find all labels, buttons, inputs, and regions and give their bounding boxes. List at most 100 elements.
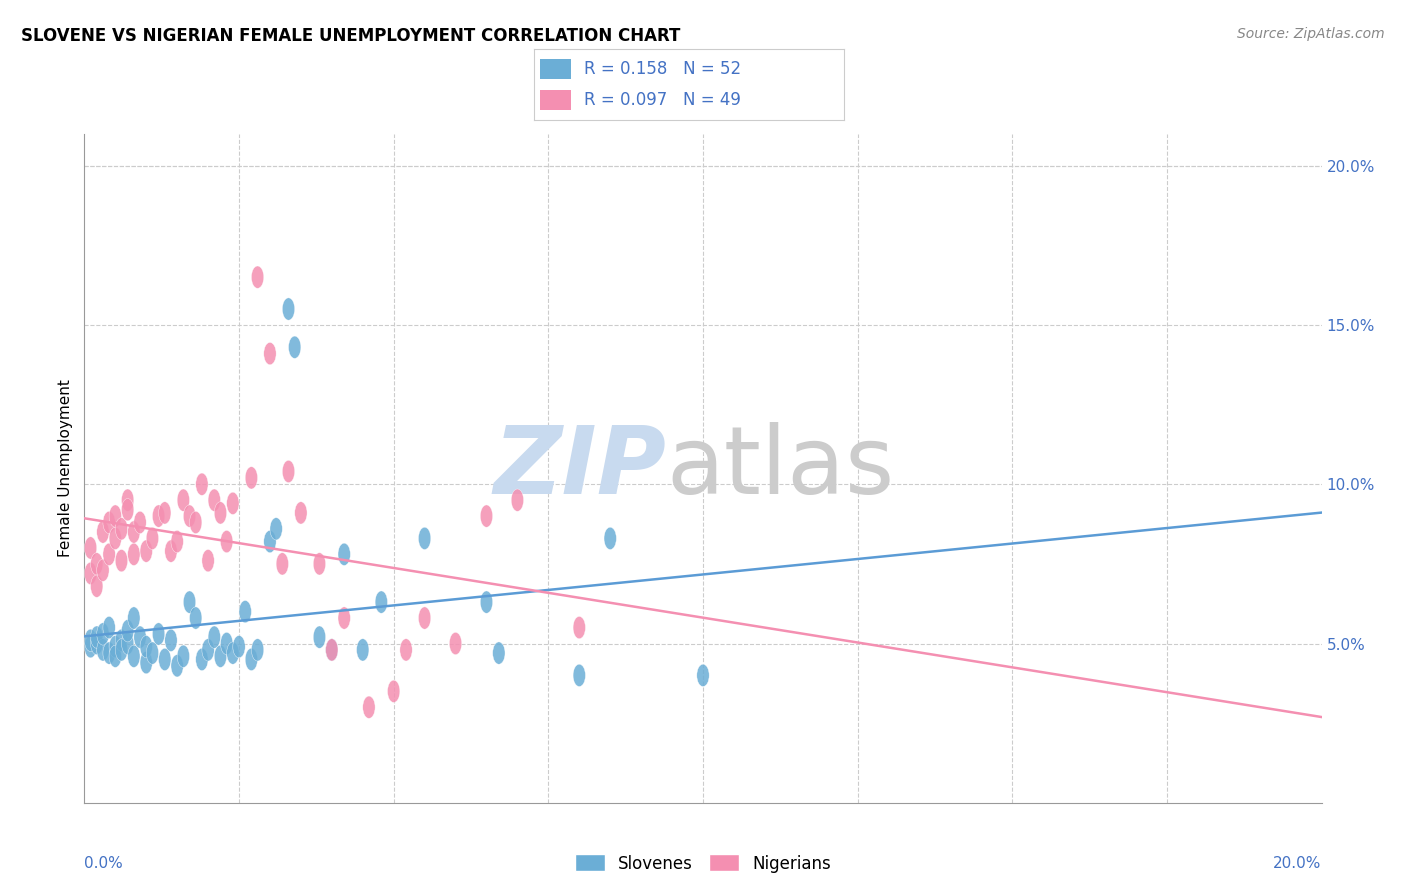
- Ellipse shape: [221, 531, 233, 553]
- Ellipse shape: [121, 632, 134, 655]
- Ellipse shape: [159, 501, 172, 524]
- Ellipse shape: [492, 642, 505, 665]
- FancyBboxPatch shape: [540, 59, 571, 79]
- Ellipse shape: [183, 505, 195, 527]
- Ellipse shape: [226, 642, 239, 665]
- Ellipse shape: [110, 635, 121, 658]
- Ellipse shape: [190, 511, 202, 533]
- Ellipse shape: [97, 639, 110, 661]
- Ellipse shape: [84, 562, 97, 584]
- Ellipse shape: [141, 635, 152, 658]
- Ellipse shape: [208, 626, 221, 648]
- Ellipse shape: [195, 473, 208, 495]
- Text: ZIP: ZIP: [494, 422, 666, 515]
- Ellipse shape: [195, 648, 208, 671]
- Ellipse shape: [295, 501, 307, 524]
- Ellipse shape: [103, 511, 115, 533]
- Ellipse shape: [419, 607, 430, 629]
- Ellipse shape: [90, 553, 103, 575]
- Ellipse shape: [84, 635, 97, 658]
- Ellipse shape: [103, 616, 115, 639]
- Text: Source: ZipAtlas.com: Source: ZipAtlas.com: [1237, 27, 1385, 41]
- Ellipse shape: [110, 527, 121, 549]
- Ellipse shape: [314, 553, 326, 575]
- Ellipse shape: [141, 651, 152, 673]
- Ellipse shape: [214, 501, 226, 524]
- Ellipse shape: [288, 336, 301, 359]
- Ellipse shape: [233, 635, 245, 658]
- Ellipse shape: [221, 632, 233, 655]
- Ellipse shape: [159, 648, 172, 671]
- Ellipse shape: [177, 489, 190, 511]
- Ellipse shape: [84, 537, 97, 559]
- Ellipse shape: [276, 553, 288, 575]
- Ellipse shape: [605, 527, 616, 549]
- Ellipse shape: [134, 626, 146, 648]
- Ellipse shape: [337, 607, 350, 629]
- Text: atlas: atlas: [666, 422, 894, 515]
- Ellipse shape: [172, 531, 183, 553]
- Ellipse shape: [239, 600, 252, 623]
- Text: SLOVENE VS NIGERIAN FEMALE UNEMPLOYMENT CORRELATION CHART: SLOVENE VS NIGERIAN FEMALE UNEMPLOYMENT …: [21, 27, 681, 45]
- Ellipse shape: [177, 645, 190, 667]
- Text: R = 0.097   N = 49: R = 0.097 N = 49: [583, 92, 741, 110]
- Ellipse shape: [264, 343, 276, 365]
- Ellipse shape: [208, 489, 221, 511]
- Ellipse shape: [214, 645, 226, 667]
- Ellipse shape: [512, 489, 523, 511]
- Ellipse shape: [103, 543, 115, 566]
- Ellipse shape: [128, 543, 141, 566]
- Ellipse shape: [697, 665, 709, 687]
- Ellipse shape: [481, 591, 492, 614]
- Text: R = 0.158   N = 52: R = 0.158 N = 52: [583, 60, 741, 78]
- Ellipse shape: [326, 639, 337, 661]
- Ellipse shape: [121, 489, 134, 511]
- Ellipse shape: [90, 626, 103, 648]
- Y-axis label: Female Unemployment: Female Unemployment: [58, 379, 73, 558]
- Ellipse shape: [326, 639, 337, 661]
- Ellipse shape: [121, 499, 134, 521]
- Ellipse shape: [190, 607, 202, 629]
- Ellipse shape: [226, 492, 239, 515]
- Ellipse shape: [84, 629, 97, 651]
- Ellipse shape: [183, 591, 195, 614]
- Ellipse shape: [165, 629, 177, 651]
- Ellipse shape: [128, 607, 141, 629]
- Ellipse shape: [152, 623, 165, 645]
- Ellipse shape: [134, 511, 146, 533]
- Ellipse shape: [110, 505, 121, 527]
- Ellipse shape: [115, 639, 128, 661]
- Ellipse shape: [314, 626, 326, 648]
- Ellipse shape: [245, 467, 257, 489]
- Ellipse shape: [283, 298, 295, 320]
- Ellipse shape: [270, 517, 283, 540]
- Ellipse shape: [90, 632, 103, 655]
- Ellipse shape: [97, 521, 110, 543]
- Ellipse shape: [337, 543, 350, 566]
- Ellipse shape: [121, 620, 134, 642]
- Ellipse shape: [97, 559, 110, 582]
- Ellipse shape: [165, 540, 177, 562]
- Ellipse shape: [115, 629, 128, 651]
- Ellipse shape: [202, 549, 214, 572]
- Ellipse shape: [110, 645, 121, 667]
- Ellipse shape: [357, 639, 368, 661]
- FancyBboxPatch shape: [540, 90, 571, 111]
- Text: 20.0%: 20.0%: [1274, 856, 1322, 871]
- Ellipse shape: [128, 645, 141, 667]
- Legend: Slovenes, Nigerians: Slovenes, Nigerians: [568, 847, 838, 880]
- Ellipse shape: [128, 521, 141, 543]
- Ellipse shape: [574, 616, 585, 639]
- Ellipse shape: [146, 642, 159, 665]
- Ellipse shape: [481, 505, 492, 527]
- Ellipse shape: [146, 527, 159, 549]
- Ellipse shape: [97, 623, 110, 645]
- Ellipse shape: [252, 266, 264, 288]
- Ellipse shape: [202, 639, 214, 661]
- Ellipse shape: [245, 648, 257, 671]
- Ellipse shape: [115, 549, 128, 572]
- Ellipse shape: [450, 632, 461, 655]
- Text: 0.0%: 0.0%: [84, 856, 124, 871]
- Ellipse shape: [419, 527, 430, 549]
- Ellipse shape: [172, 655, 183, 677]
